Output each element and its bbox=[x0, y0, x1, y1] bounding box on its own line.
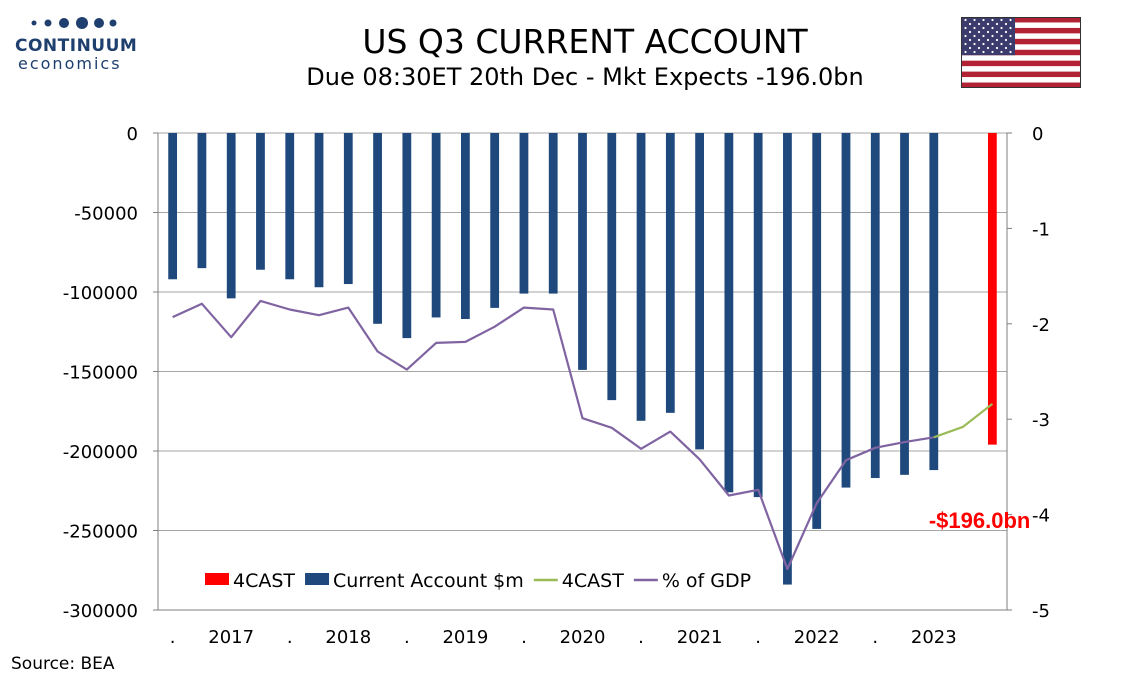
y-left-tick-label: -300000 bbox=[63, 601, 138, 622]
source-note: Source: BEA bbox=[11, 654, 115, 674]
legend-swatch bbox=[305, 573, 330, 585]
x-tick-label: . bbox=[755, 627, 761, 648]
y-left-tick-label: -100000 bbox=[63, 283, 138, 304]
x-tick-label: 2018 bbox=[325, 627, 371, 648]
bar bbox=[841, 133, 851, 488]
y-right-tick-label: -4 bbox=[1032, 506, 1050, 527]
x-tick-label: . bbox=[404, 627, 410, 648]
y-left-tick-label: -50000 bbox=[74, 204, 138, 225]
x-tick-label: . bbox=[287, 627, 293, 648]
y-right-tick-label: -1 bbox=[1032, 219, 1050, 240]
bar bbox=[548, 133, 558, 294]
bar bbox=[753, 133, 763, 498]
bar bbox=[461, 133, 470, 320]
y-right-tick-label: -3 bbox=[1032, 410, 1050, 431]
x-tick-label: . bbox=[170, 627, 176, 648]
bar bbox=[870, 133, 880, 479]
bar bbox=[402, 133, 412, 339]
bar bbox=[783, 133, 792, 585]
x-tick-label: 2023 bbox=[911, 627, 957, 648]
legend-swatch bbox=[205, 573, 229, 585]
bar bbox=[490, 133, 500, 308]
legend-label: 4CAST bbox=[233, 570, 295, 592]
bar bbox=[256, 133, 265, 270]
bar bbox=[812, 133, 822, 529]
chart-subtitle: Due 08:30ET 20th Dec - Mkt Expects -196.… bbox=[306, 63, 864, 91]
logo-sub: economics bbox=[18, 54, 122, 73]
bar bbox=[578, 133, 587, 370]
x-tick-label: 2020 bbox=[560, 627, 606, 648]
bar bbox=[929, 133, 939, 471]
y-left-tick-label: -200000 bbox=[63, 442, 138, 463]
x-tick-label: 2017 bbox=[208, 627, 254, 648]
x-tick-label: 2019 bbox=[442, 627, 488, 648]
bar bbox=[285, 133, 295, 280]
bar bbox=[724, 133, 734, 493]
forecast-bar bbox=[987, 133, 997, 445]
bar bbox=[168, 133, 178, 280]
x-tick-label: . bbox=[521, 627, 527, 648]
x-tick-label: 2021 bbox=[677, 627, 723, 648]
continuum-logo: CONTINUUM economics bbox=[12, 14, 142, 76]
legend-label: 4CAST bbox=[562, 570, 624, 592]
us-flag-icon bbox=[961, 17, 1081, 88]
y-left-tick-label: -250000 bbox=[63, 522, 138, 543]
bar bbox=[519, 133, 529, 294]
logo-brand: CONTINUUM bbox=[15, 36, 138, 56]
bar bbox=[197, 133, 207, 269]
y-left-tick-label: 0 bbox=[127, 124, 138, 145]
legend-label: Current Account $m bbox=[333, 570, 524, 592]
legend-label: % of GDP bbox=[662, 570, 751, 592]
forecast-annotation: -$196.0bn bbox=[929, 508, 1031, 533]
logo-dots-icon bbox=[31, 17, 117, 29]
y-right-tick-label: 0 bbox=[1032, 124, 1043, 145]
y-left-tick-label: -150000 bbox=[63, 363, 138, 384]
bar bbox=[607, 133, 617, 401]
bar bbox=[636, 133, 646, 421]
bar bbox=[343, 133, 353, 285]
bar bbox=[900, 133, 909, 475]
bar bbox=[314, 133, 324, 288]
bar bbox=[226, 133, 236, 299]
forecast-line bbox=[933, 403, 994, 439]
chart-title: US Q3 CURRENT ACCOUNT bbox=[362, 22, 808, 61]
y-right-tick-label: -5 bbox=[1032, 601, 1050, 622]
y-right-tick-label: -2 bbox=[1032, 315, 1050, 336]
bar bbox=[695, 133, 704, 450]
x-tick-label: 2022 bbox=[794, 627, 840, 648]
x-tick-label: . bbox=[638, 627, 644, 648]
gdp-line bbox=[172, 299, 934, 571]
bar bbox=[373, 133, 382, 324]
bar bbox=[431, 133, 441, 318]
x-tick-label: . bbox=[872, 627, 878, 648]
bar bbox=[665, 133, 675, 413]
